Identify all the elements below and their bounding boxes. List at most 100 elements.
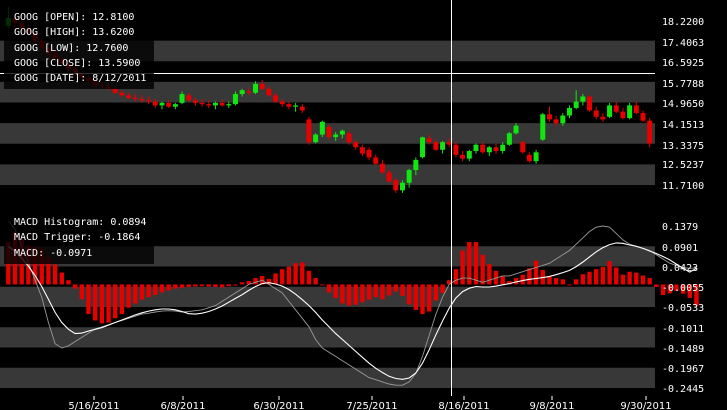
macd-histogram-bar (246, 281, 252, 285)
candle-body (199, 102, 205, 105)
macd-histogram-bar (373, 284, 378, 298)
candle-body (166, 102, 172, 107)
macd-histogram-bar (273, 273, 278, 285)
candle-body (313, 134, 319, 143)
candle-body (553, 119, 559, 124)
candle-body (393, 180, 399, 191)
macd-histogram-bar (400, 284, 405, 296)
candle-body (620, 111, 626, 119)
macd-histogram-bar (447, 280, 452, 285)
macd-histogram-bar (239, 282, 245, 285)
macd-histogram-bar (46, 257, 51, 285)
candle-body (627, 105, 633, 119)
macd-histogram-bar (500, 276, 505, 285)
candle-body (139, 99, 145, 101)
date-axis-tick: 5/16/2011 (68, 401, 119, 410)
low-label: GOOG [LOW]: 12.7600 (14, 42, 129, 54)
macd-histogram-bar (253, 278, 258, 285)
macd-histogram-bar (26, 245, 31, 285)
macd-histogram-bar (113, 284, 118, 319)
date-axis-tick: 6/8/2011 (161, 401, 206, 410)
macd-histogram-bar (687, 284, 692, 298)
candle-body (473, 144, 479, 152)
macd-histogram-bar (159, 284, 165, 293)
macd-histogram-bar (487, 264, 492, 285)
candle-body (179, 94, 185, 103)
macd-histogram-bar (594, 269, 599, 285)
date-axis-tick: 8/16/2011 (438, 401, 489, 410)
macd-axis-tick: -0.1967 (662, 364, 704, 375)
macd-histogram-bar (620, 274, 626, 285)
macd-histogram-bar (293, 263, 298, 285)
candle-body (232, 94, 238, 105)
macd-axis-tick: -0.0055 (662, 283, 704, 294)
macd-histogram-bar (193, 284, 198, 287)
macd-histogram-bar (386, 284, 392, 296)
macd-histogram-bar (219, 284, 225, 288)
candle-body (386, 172, 392, 182)
candle-body (520, 142, 526, 153)
macd-histogram-bar (547, 275, 552, 285)
macd-histogram-bar (513, 278, 519, 285)
macd-histogram-bar (520, 274, 525, 285)
close-label: GOOG [CLOSE]: 13.5900 (14, 57, 141, 69)
macd-histogram-bar (280, 269, 285, 285)
macd-histogram-bar (654, 284, 659, 287)
macd-histogram-bar (206, 284, 211, 287)
candle-body (226, 104, 232, 106)
candle-body (293, 105, 299, 107)
candle-body (593, 110, 599, 117)
macd-histogram-bar (133, 284, 138, 304)
candle-body (379, 163, 385, 173)
candle-body (112, 88, 118, 93)
candle-body (607, 105, 613, 117)
macd-histogram-bar (340, 284, 345, 304)
macd-axis-tick: 0.1379 (662, 222, 698, 233)
macd-histogram-bar (674, 284, 679, 291)
macd-histogram-bar (300, 262, 305, 285)
macd-info-panel: MACD Histogram: 0.0894 MACD Trigger: -0.… (4, 213, 155, 264)
candle-body (633, 105, 639, 114)
macd-histogram-bar (580, 274, 586, 285)
candle-body (306, 119, 312, 143)
macd-histogram-bar (667, 284, 672, 294)
candle-body (339, 130, 345, 135)
macd-histogram-bar (86, 284, 91, 315)
price-axis-tick: 14.1513 (662, 120, 704, 131)
candle-body (640, 113, 646, 121)
macd-histogram-bar (420, 284, 425, 315)
macd-histogram-bar (92, 284, 98, 321)
macd-histogram-bar (553, 278, 559, 285)
macd-histogram-bar (233, 284, 238, 286)
macd-histogram-bar (406, 284, 412, 305)
macd-histogram-bar (333, 284, 338, 298)
date-axis-tick: 6/30/2011 (253, 401, 304, 410)
candle-body (219, 102, 225, 106)
price-axis-tick: 13.3375 (662, 141, 704, 152)
macd-histogram-bar (199, 284, 205, 287)
macd-histogram-bar (600, 267, 606, 285)
macd-band (0, 327, 655, 348)
candle-body (406, 170, 412, 183)
date-axis-tick: 9/30/2011 (620, 401, 671, 410)
macd-histogram-bar (694, 284, 699, 306)
macd-histogram-bar (527, 268, 532, 285)
macd-axis-tick: 0.0423 (662, 263, 698, 274)
candle-body (480, 144, 486, 153)
macd-histogram-bar (59, 272, 64, 285)
candle-body (353, 142, 359, 148)
macd-histogram-bar (72, 284, 78, 289)
candle-body (333, 134, 339, 138)
macd-histogram-bar (360, 284, 365, 303)
candle-body (600, 116, 606, 120)
macd-trigger-label: MACD Trigger: -0.1864 (14, 232, 141, 244)
macd-histogram-bar (480, 254, 485, 285)
macd-histogram-bar (393, 284, 399, 292)
macd-histogram-bar (119, 284, 125, 315)
candle-body (159, 102, 165, 106)
macd-histogram-bar (213, 284, 218, 287)
macd-histogram-bar (614, 267, 619, 285)
macd-histogram-bar (427, 284, 432, 312)
candle-body (460, 154, 466, 159)
